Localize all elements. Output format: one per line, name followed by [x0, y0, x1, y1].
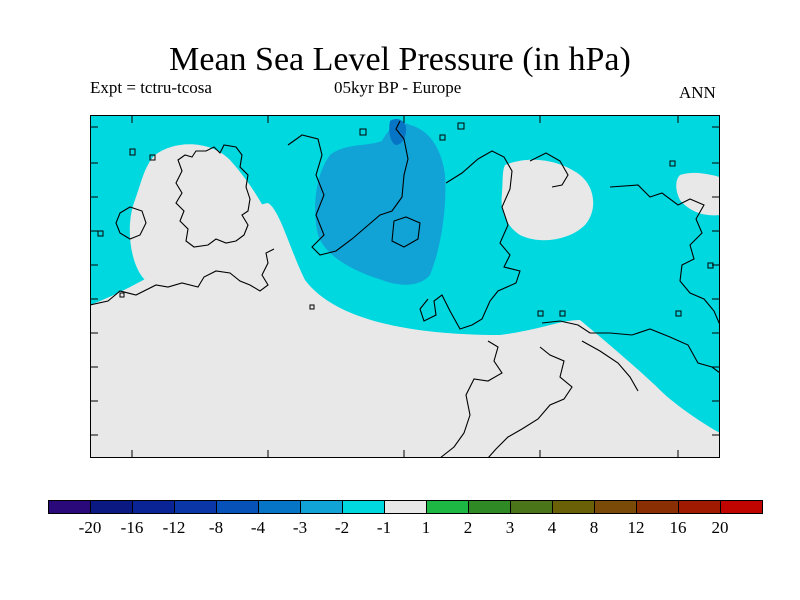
legend-label: 12 [627, 518, 645, 537]
legend-label: -12 [162, 518, 186, 537]
map-frame [90, 115, 720, 458]
legend-label: 2 [463, 518, 473, 537]
legend-label: -8 [208, 518, 224, 537]
legend-label: -20 [78, 518, 102, 537]
legend-label: -2 [334, 518, 350, 537]
legend-swatch [216, 500, 259, 514]
legend-swatch [90, 500, 133, 514]
legend-label: -4 [250, 518, 266, 537]
legend-swatch [300, 500, 343, 514]
season-label: ANN [679, 83, 716, 102]
legend-swatch [678, 500, 721, 514]
legend-swatch [552, 500, 595, 514]
legend-swatch [48, 500, 91, 514]
legend-label: 3 [505, 518, 515, 537]
legend-swatch [174, 500, 217, 514]
legend-swatch [468, 500, 511, 514]
legend-label: 20 [711, 518, 729, 537]
neutral-region-east [676, 172, 720, 216]
legend-swatch [720, 500, 763, 514]
legend-swatch [384, 500, 427, 514]
color-legend [48, 500, 763, 514]
legend-label: -16 [120, 518, 144, 537]
neutral-region-britain [129, 144, 268, 280]
legend-label: -1 [376, 518, 392, 537]
neutral-region-scandinavia [501, 159, 594, 241]
legend-swatch [594, 500, 637, 514]
legend-swatch [342, 500, 385, 514]
neutral-region-south [90, 203, 720, 458]
legend-swatch [132, 500, 175, 514]
legend-label: 16 [669, 518, 687, 537]
legend-swatch [636, 500, 679, 514]
legend-swatch [426, 500, 469, 514]
legend-label: 8 [589, 518, 599, 537]
tick-marks [90, 115, 720, 458]
legend-label: 4 [547, 518, 557, 537]
period-region-label: 05kyr BP - Europe [334, 78, 462, 97]
legend-swatch [510, 500, 553, 514]
legend-swatch [258, 500, 301, 514]
islands [97, 122, 714, 317]
legend-label: 1 [421, 518, 431, 537]
deep-negative-region [389, 119, 407, 145]
pressure-anomaly-map [90, 115, 720, 458]
experiment-label: Expt = tctru-tcosa [90, 78, 212, 97]
coastlines [90, 120, 720, 458]
legend-label: -3 [292, 518, 308, 537]
map-title: Mean Sea Level Pressure (in hPa) [169, 41, 631, 78]
medium-negative-region [315, 123, 446, 285]
